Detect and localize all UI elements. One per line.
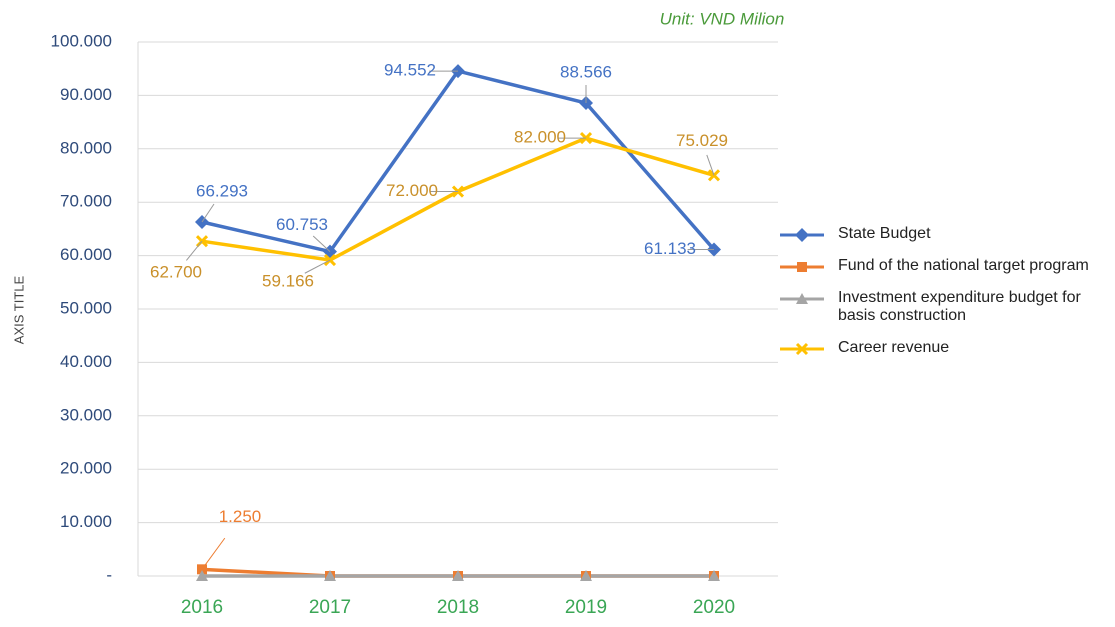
legend-label: State Budget bbox=[838, 225, 931, 242]
x-tick-label: 2020 bbox=[693, 597, 735, 618]
data-label: 62.700 bbox=[150, 263, 202, 282]
marker bbox=[797, 262, 807, 272]
data-label: 61.133 bbox=[644, 239, 696, 258]
data-label: 66.293 bbox=[196, 181, 248, 200]
series-line bbox=[201, 136, 715, 262]
unit-note: Unit: VND Milion bbox=[660, 9, 785, 28]
leader-line bbox=[312, 235, 331, 252]
x-tick-label: 2019 bbox=[565, 597, 607, 618]
y-tick-label: 20.000 bbox=[60, 459, 112, 478]
legend-swatch bbox=[780, 262, 824, 272]
data-label: 82.000 bbox=[514, 128, 566, 147]
legend-item: Investment expenditure budget for basis … bbox=[780, 289, 1110, 325]
y-tick-label: 40.000 bbox=[60, 352, 112, 371]
leader-line bbox=[201, 203, 215, 223]
data-label: 88.566 bbox=[560, 63, 612, 82]
data-label: 94.552 bbox=[384, 61, 436, 80]
data-label: 75.029 bbox=[676, 131, 728, 150]
marker bbox=[795, 342, 809, 356]
legend-label: Fund of the national target program bbox=[838, 257, 1089, 274]
legend-item: Fund of the national target program bbox=[780, 257, 1110, 275]
y-tick-label: 70.000 bbox=[60, 192, 112, 211]
legend-swatch bbox=[780, 293, 824, 304]
y-tick-label: - bbox=[106, 565, 112, 584]
data-label: 59.166 bbox=[262, 272, 314, 291]
legend: State Budget Fund of the national target … bbox=[780, 225, 1110, 371]
legend-swatch bbox=[780, 228, 824, 242]
marker bbox=[452, 570, 464, 581]
x-tick-label: 2017 bbox=[309, 597, 351, 618]
y-tick-label: 30.000 bbox=[60, 405, 112, 424]
y-tick-label: 10.000 bbox=[60, 512, 112, 531]
marker bbox=[580, 570, 592, 581]
leader-line bbox=[706, 154, 715, 176]
leader-line bbox=[201, 537, 226, 570]
y-tick-label: 80.000 bbox=[60, 138, 112, 157]
marker bbox=[196, 570, 208, 581]
y-axis-label: AXIS TITLE bbox=[11, 275, 26, 344]
leader-line bbox=[186, 240, 203, 261]
legend-label: Investment expenditure budget for basis … bbox=[838, 289, 1081, 324]
marker bbox=[796, 293, 808, 304]
legend-item: State Budget bbox=[780, 225, 1110, 243]
legend-label: Career revenue bbox=[838, 339, 950, 356]
marker bbox=[324, 570, 336, 581]
leader-line bbox=[304, 259, 331, 274]
data-label: 1.250 bbox=[219, 507, 262, 526]
legend-swatch bbox=[780, 342, 824, 356]
data-label: 60.753 bbox=[276, 215, 328, 234]
marker bbox=[708, 570, 720, 581]
marker bbox=[795, 228, 809, 242]
y-tick-label: 90.000 bbox=[60, 85, 112, 104]
data-label: 72.000 bbox=[386, 181, 438, 200]
y-tick-label: 100.000 bbox=[51, 31, 112, 50]
y-tick-label: 50.000 bbox=[60, 298, 112, 317]
x-tick-label: 2016 bbox=[181, 597, 223, 618]
legend-item: Career revenue bbox=[780, 339, 1110, 357]
y-tick-label: 60.000 bbox=[60, 245, 112, 264]
x-tick-label: 2018 bbox=[437, 597, 479, 618]
